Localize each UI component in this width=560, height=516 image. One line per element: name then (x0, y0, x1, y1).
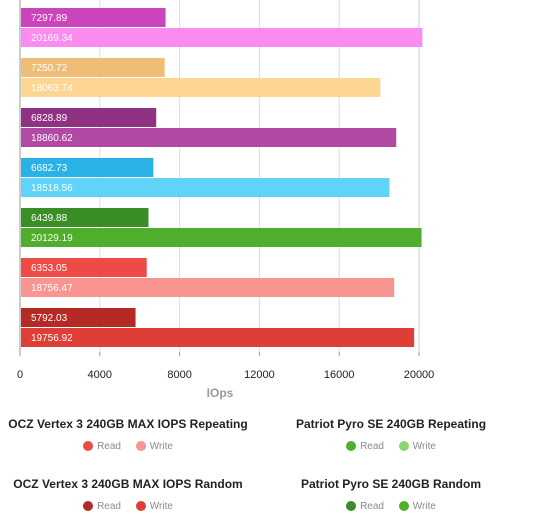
bar-write[interactable] (21, 228, 422, 247)
bar-write[interactable] (21, 128, 397, 147)
legend-item-write[interactable]: Write (135, 441, 173, 452)
legend-item-write[interactable]: Write (135, 501, 173, 512)
legend-title: OCZ Vertex 3 240GB MAX IOPS Repeating (8, 417, 248, 431)
bar-write[interactable] (21, 328, 415, 347)
legend-item-read[interactable]: Read (346, 441, 384, 452)
legend-item-read[interactable]: Read (83, 441, 121, 452)
write-swatch (135, 501, 146, 511)
bar-value-label: 18518.56 (31, 183, 73, 194)
bar-read[interactable] (21, 258, 147, 277)
read-swatch (83, 501, 94, 511)
legend-item-label: Read (97, 441, 121, 452)
read-swatch (346, 441, 357, 451)
bar-write[interactable] (21, 78, 381, 97)
bar-read[interactable] (21, 308, 136, 327)
legend-item-label: Write (149, 441, 173, 452)
write-swatch (398, 441, 409, 451)
write-swatch (135, 441, 146, 451)
legend-item-label: Read (360, 501, 384, 512)
bar-value-label: 6682.73 (31, 163, 68, 174)
legend-title: OCZ Vertex 3 240GB MAX IOPS Random (13, 477, 243, 491)
tick-label: 16000 (324, 369, 355, 381)
legend-item-write[interactable]: Write (398, 501, 436, 512)
bar-value-label: 18063.74 (31, 83, 73, 94)
legend-item-read[interactable]: Read (346, 501, 384, 512)
legend-item-label: Write (149, 501, 173, 512)
bar-value-label: 5792.03 (31, 313, 68, 324)
read-swatch (346, 501, 357, 511)
legend-item-write[interactable]: Write (398, 441, 436, 452)
legend-item-label: Read (360, 441, 384, 452)
legend-item-label: Read (97, 501, 121, 512)
bar-read[interactable] (21, 8, 166, 27)
bar-value-label: 7250.72 (31, 63, 68, 74)
bar-read[interactable] (21, 58, 165, 77)
write-swatch (398, 501, 409, 511)
legend-ocz-repeating: OCZ Vertex 3 240GB MAX IOPS Repeating Re… (0, 417, 268, 452)
bar-read[interactable] (21, 158, 154, 177)
bar-read[interactable] (21, 208, 149, 227)
legend-item-label: Write (412, 441, 436, 452)
bar-value-label: 18860.62 (31, 133, 73, 144)
bar-value-label: 20129.19 (31, 233, 73, 244)
legend-item-label: Write (412, 501, 436, 512)
bars: 7297.89 20169.34 7250.72 18063.74 6828.89 188… (21, 8, 423, 347)
bar-value-label: 20169.34 (31, 33, 73, 44)
bar-value-label: 6353.05 (31, 263, 68, 274)
legend-patriot-repeating: Patriot Pyro SE 240GB Repeating Read Wri… (251, 417, 531, 452)
bar-chart: 7297.89 20169.34 7250.72 18063.74 6828.89 188… (17, 0, 434, 400)
tick-label: 0 (17, 369, 23, 381)
tick-label: 20000 (404, 369, 435, 381)
bar-write[interactable] (21, 28, 423, 47)
bar-value-label: 7297.89 (31, 13, 68, 24)
bar-value-label: 6439.88 (31, 213, 68, 224)
bar-value-label: 19756.92 (31, 333, 73, 344)
bar-value-label: 18756.47 (31, 283, 73, 294)
x-axis: 0 4000 8000 12000 16000 20000 (17, 352, 434, 381)
read-swatch (83, 441, 94, 451)
bar-value-label: 6828.89 (31, 113, 68, 124)
tick-label: 12000 (244, 369, 275, 381)
bar-write[interactable] (21, 178, 390, 197)
legend-title: Patriot Pyro SE 240GB Repeating (295, 417, 487, 431)
legend-ocz-random: OCZ Vertex 3 240GB MAX IOPS Random Read … (0, 477, 268, 512)
legend-title: Patriot Pyro SE 240GB Random (300, 477, 482, 491)
legend-patriot-random: Patriot Pyro SE 240GB Random Read Write (251, 477, 531, 512)
tick-label: 8000 (167, 369, 191, 381)
bar-write[interactable] (21, 278, 395, 297)
bar-read[interactable] (21, 108, 157, 127)
tick-label: 4000 (88, 369, 112, 381)
x-axis-title: IOps (207, 386, 234, 400)
legend-item-read[interactable]: Read (83, 501, 121, 512)
